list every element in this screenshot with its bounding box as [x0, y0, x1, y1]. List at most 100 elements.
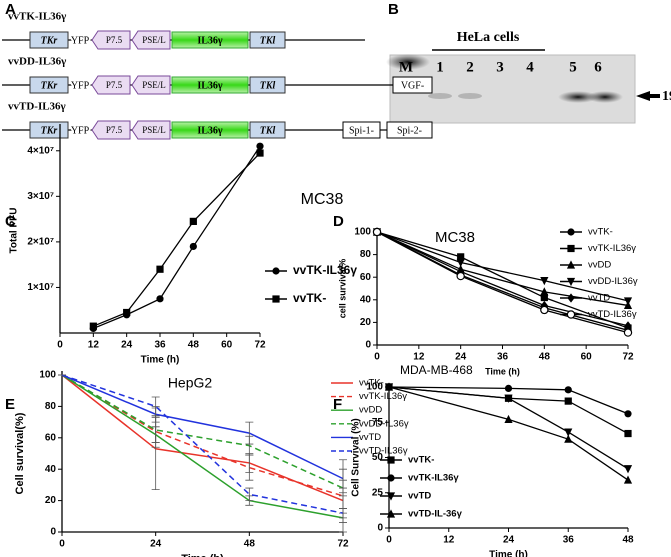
y-tick-label: 20 — [360, 317, 372, 328]
gene-box — [249, 31, 286, 49]
y-tick-label: 40 — [45, 464, 57, 475]
data-point — [504, 394, 513, 403]
x-axis-label: Time (h) — [181, 553, 224, 557]
data-point — [564, 386, 572, 394]
y-tick-label: 1×10⁷ — [27, 282, 54, 293]
gene-box — [249, 76, 286, 94]
error-bar — [245, 454, 254, 481]
y-tick-label: 100 — [39, 370, 56, 381]
series-line — [376, 231, 629, 327]
y-axis-label: Total PFU — [9, 208, 20, 254]
data-point — [457, 266, 465, 277]
panel-label: B — [388, 1, 399, 18]
series-line — [388, 386, 629, 415]
x-tick-label: 0 — [57, 340, 63, 351]
construct-name: vvTK-IL36γ — [8, 11, 66, 23]
transgene — [171, 121, 249, 139]
legend-label: vvTK- — [588, 227, 613, 238]
y-tick-label: 0 — [50, 527, 56, 538]
legend-marker — [567, 244, 575, 253]
legend-marker — [566, 310, 576, 319]
y-tick-label: 3×10⁷ — [27, 191, 54, 202]
legend-label: vvTK- — [293, 291, 326, 305]
legend-label: vvTD-IL-36γ — [408, 509, 463, 520]
blot-band — [458, 93, 482, 99]
series-line — [376, 231, 629, 329]
transgene-label: IL36γ — [197, 35, 223, 46]
series-line — [376, 231, 629, 307]
data-point — [540, 293, 548, 302]
y-tick-label: 25 — [372, 487, 384, 498]
construct-name: vvDD-IL36γ — [8, 56, 66, 68]
deleted-gene — [386, 121, 433, 139]
transgene — [171, 76, 249, 94]
x-tick-label: 48 — [188, 340, 200, 351]
data-point — [156, 295, 164, 303]
x-tick-label: 24 — [503, 535, 515, 546]
series-line — [388, 386, 629, 470]
data-point — [504, 414, 513, 424]
y-tick-label: 0 — [377, 523, 383, 534]
legend-marker — [566, 260, 576, 269]
series-line — [61, 374, 344, 502]
legend-label: vvTK- — [359, 378, 384, 389]
data-point — [504, 384, 513, 393]
x-tick-label: 60 — [581, 352, 593, 363]
y-tick-label: 100 — [366, 382, 383, 393]
promoter-label: P7.5 — [106, 125, 123, 135]
x-tick-label: 48 — [622, 535, 634, 546]
data-point — [623, 328, 633, 337]
y-axis-label: Cell Survival (%) — [351, 418, 362, 496]
y-tick-label: 75 — [372, 417, 384, 428]
x-tick-label: 24 — [121, 340, 133, 351]
data-point — [623, 465, 633, 474]
error-bar — [151, 396, 160, 417]
legend-label: vvTK-IL36γ — [588, 243, 636, 254]
data-point — [624, 429, 632, 438]
legend-label: vvTD-IL36γ — [588, 309, 637, 320]
legend-label: vvTK-IL36γ — [408, 473, 459, 484]
data-point — [189, 242, 197, 251]
gene-label: TKr — [41, 80, 58, 91]
gene-label: YFP — [71, 80, 90, 91]
y-tick-label: 60 — [360, 272, 372, 283]
x-tick-label: 12 — [443, 535, 455, 546]
gene-label: YFP — [71, 125, 90, 136]
lane-label: M — [399, 59, 413, 75]
panel-label: A — [5, 1, 16, 18]
series-line — [93, 152, 261, 327]
blot-marker: 19 kD — [662, 89, 671, 104]
promoter — [91, 75, 131, 95]
gene-label: TKr — [41, 125, 58, 136]
legend-label: vvTD — [588, 293, 610, 304]
legend-label: vvTK-IL36γ — [293, 263, 357, 277]
data-point — [456, 258, 465, 268]
x-tick-label: 24 — [150, 539, 162, 550]
y-tick-label: 20 — [45, 495, 57, 506]
series-line — [376, 231, 629, 334]
data-point — [156, 265, 164, 273]
panel-label: F — [333, 396, 342, 413]
lane-label: 2 — [466, 59, 474, 75]
gene-label: TKl — [260, 125, 276, 136]
legend-label: vvDD-IL36γ — [588, 276, 638, 287]
x-tick-label: 0 — [386, 535, 392, 546]
lane-label: 3 — [496, 59, 504, 75]
x-axis-label: Time (h) — [489, 550, 528, 557]
series-line — [388, 386, 629, 481]
series-line — [376, 231, 629, 302]
y-tick-label: 100 — [354, 227, 371, 238]
transgene-label: IL36γ — [197, 80, 223, 91]
legend-label: vvDD — [588, 260, 611, 271]
panel-label: E — [5, 396, 15, 413]
blot-band — [428, 93, 452, 99]
y-axis-label: Cell survival(%) — [14, 412, 26, 494]
chart-title: MC38 — [435, 229, 475, 246]
legend-marker — [387, 456, 395, 464]
gene-box — [29, 76, 69, 94]
y-tick-label: 2×10⁷ — [27, 237, 54, 248]
data-point — [623, 297, 633, 306]
data-point — [372, 227, 382, 237]
error-bar — [245, 421, 254, 445]
legend-label: vvTD — [359, 432, 381, 443]
